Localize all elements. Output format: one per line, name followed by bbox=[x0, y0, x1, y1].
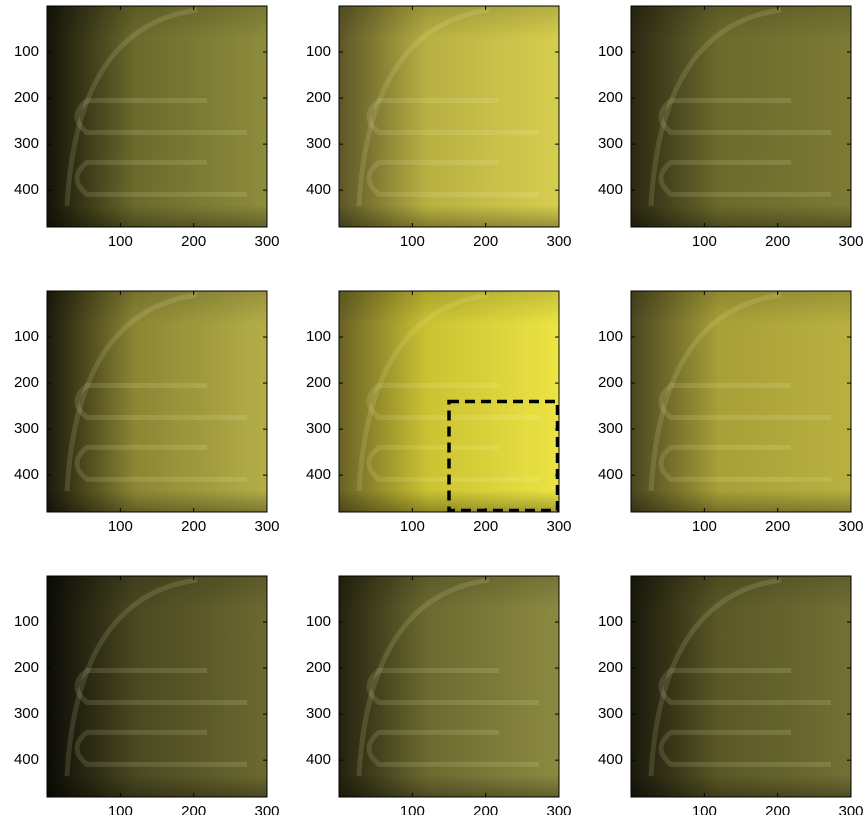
x-tick-label: 300 bbox=[838, 233, 863, 250]
y-tick-label: 100 bbox=[14, 613, 39, 630]
y-tick-label: 400 bbox=[14, 466, 39, 483]
x-tick-label: 300 bbox=[838, 803, 863, 815]
y-tick-label: 200 bbox=[14, 659, 39, 676]
page: 100 200 300 100 200 300 400 100 200 300 100 200 300 4… bbox=[0, 0, 868, 815]
x-tick-label: 200 bbox=[473, 803, 498, 815]
y-tick-label: 200 bbox=[598, 374, 623, 391]
x-tick-label: 300 bbox=[254, 803, 279, 815]
x-tick-label: 300 bbox=[546, 803, 571, 815]
x-tick-label: 100 bbox=[400, 233, 425, 250]
y-tick-label: 400 bbox=[306, 466, 331, 483]
x-tick-label: 100 bbox=[400, 518, 425, 535]
x-tick-label: 200 bbox=[181, 233, 206, 250]
x-tick-label: 200 bbox=[473, 233, 498, 250]
x-tick-label: 300 bbox=[546, 233, 571, 250]
y-tick-label: 300 bbox=[306, 420, 331, 437]
image-panel bbox=[47, 6, 267, 227]
y-tick-label: 200 bbox=[14, 374, 39, 391]
y-tick-label: 400 bbox=[306, 181, 331, 198]
y-tick-label: 200 bbox=[14, 89, 39, 106]
y-tick-label: 100 bbox=[598, 613, 623, 630]
y-tick-label: 400 bbox=[598, 181, 623, 198]
y-tick-label: 300 bbox=[306, 135, 331, 152]
x-tick-label: 300 bbox=[838, 518, 863, 535]
x-tick-label: 100 bbox=[400, 803, 425, 815]
y-tick-label: 400 bbox=[598, 466, 623, 483]
y-tick-label: 300 bbox=[598, 135, 623, 152]
y-tick-label: 400 bbox=[598, 751, 623, 768]
y-tick-label: 200 bbox=[306, 374, 331, 391]
image-panel bbox=[631, 291, 851, 512]
y-tick-label: 400 bbox=[14, 751, 39, 768]
x-tick-label: 100 bbox=[108, 233, 133, 250]
image-panel bbox=[339, 6, 559, 227]
y-tick-label: 100 bbox=[14, 328, 39, 345]
y-tick-label: 400 bbox=[14, 181, 39, 198]
y-tick-label: 300 bbox=[598, 705, 623, 722]
x-tick-label: 300 bbox=[254, 518, 279, 535]
x-tick-label: 100 bbox=[108, 518, 133, 535]
figure: 100 200 300 100 200 300 400 100 200 300 100 200 300 4… bbox=[0, 0, 868, 815]
y-tick-label: 200 bbox=[598, 89, 623, 106]
y-tick-label: 100 bbox=[306, 613, 331, 630]
image-panel bbox=[631, 6, 851, 227]
y-tick-label: 100 bbox=[306, 43, 331, 60]
x-tick-label: 200 bbox=[181, 518, 206, 535]
x-tick-label: 200 bbox=[181, 803, 206, 815]
y-tick-label: 300 bbox=[14, 420, 39, 437]
x-tick-label: 300 bbox=[254, 233, 279, 250]
x-tick-label: 100 bbox=[692, 233, 717, 250]
y-tick-label: 100 bbox=[14, 43, 39, 60]
x-tick-label: 200 bbox=[765, 518, 790, 535]
x-tick-label: 300 bbox=[546, 518, 571, 535]
y-tick-label: 300 bbox=[14, 135, 39, 152]
x-tick-label: 100 bbox=[692, 518, 717, 535]
x-tick-label: 200 bbox=[765, 803, 790, 815]
image-panel bbox=[47, 291, 267, 512]
image-panel bbox=[631, 576, 851, 797]
y-tick-label: 100 bbox=[598, 328, 623, 345]
y-tick-label: 100 bbox=[598, 43, 623, 60]
x-tick-label: 200 bbox=[473, 518, 498, 535]
x-tick-label: 100 bbox=[692, 803, 717, 815]
x-tick-label: 200 bbox=[765, 233, 790, 250]
y-tick-label: 200 bbox=[598, 659, 623, 676]
image-panel bbox=[339, 576, 559, 797]
y-tick-label: 300 bbox=[306, 705, 331, 722]
y-tick-label: 300 bbox=[14, 705, 39, 722]
y-tick-label: 200 bbox=[306, 659, 331, 676]
y-tick-label: 100 bbox=[306, 328, 331, 345]
y-tick-label: 400 bbox=[306, 751, 331, 768]
x-tick-label: 100 bbox=[108, 803, 133, 815]
y-tick-label: 300 bbox=[598, 420, 623, 437]
image-panel bbox=[47, 576, 267, 797]
y-tick-label: 200 bbox=[306, 89, 331, 106]
